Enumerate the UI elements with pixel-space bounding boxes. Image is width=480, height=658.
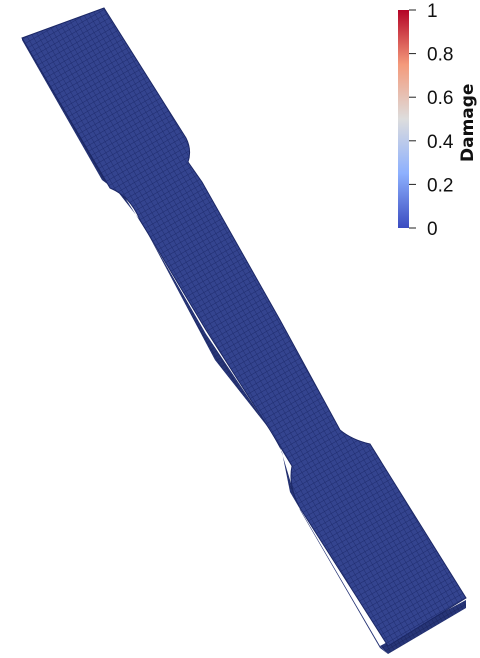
- specimen-top-face: [21, 7, 467, 647]
- dogbone-specimen: [21, 7, 467, 654]
- specimen-side-bottom: [380, 600, 466, 654]
